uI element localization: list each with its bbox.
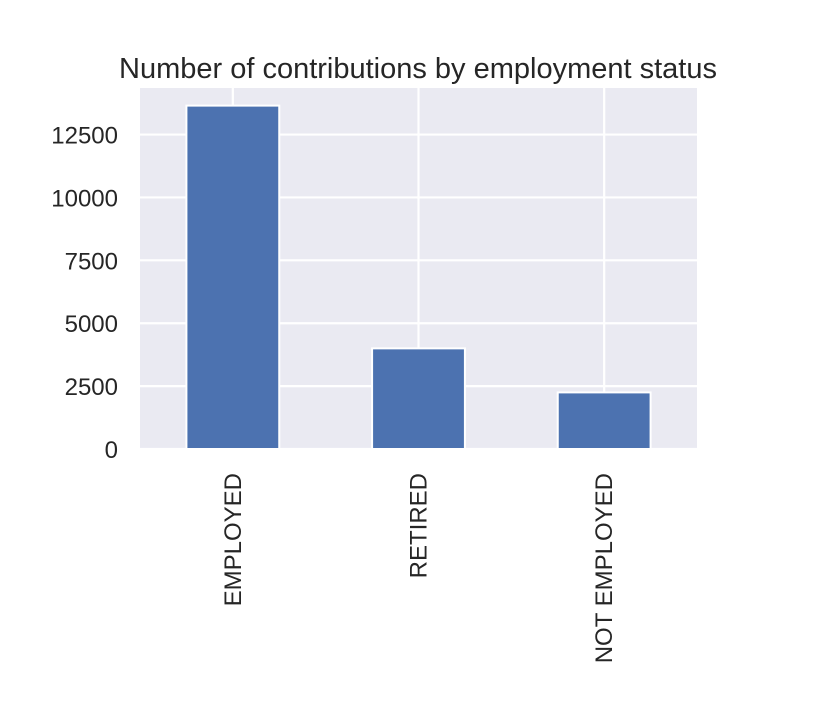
bar-retired — [371, 347, 466, 451]
bar-not-employed — [556, 391, 652, 451]
y-tick-label: 10000 — [51, 185, 118, 212]
y-tick-label: 0 — [105, 437, 118, 464]
bar-employed — [185, 104, 281, 451]
x-tick-label: RETIRED — [406, 473, 433, 578]
x-tick-label: EMPLOYED — [220, 473, 247, 606]
y-tick-label: 7500 — [65, 248, 118, 275]
y-tick-label: 2500 — [65, 374, 118, 401]
y-tick-label: 12500 — [51, 123, 118, 150]
chart-title: Number of contributions by employment st… — [119, 53, 717, 85]
bar-layer — [185, 104, 652, 451]
y-axis-ticks: 0 2500 5000 7500 10000 12500 — [51, 123, 118, 464]
y-tick-label: 5000 — [65, 311, 118, 338]
x-axis-ticks: EMPLOYED RETIRED NOT EMPLOYED — [220, 473, 618, 663]
x-tick-label: NOT EMPLOYED — [591, 473, 618, 663]
